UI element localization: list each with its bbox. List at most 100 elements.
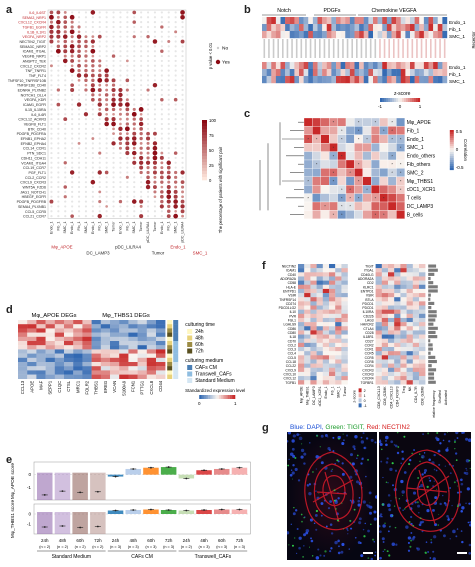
- dot-bg: [140, 25, 143, 29]
- heat-cell-right: [419, 334, 426, 339]
- x-n: (n = 3): [234, 545, 246, 549]
- pair-label: ANGPT2_TEK: [23, 59, 47, 63]
- heat-cell-left: [335, 367, 342, 373]
- cell-dot: [340, 550, 344, 554]
- dot-sig: [70, 58, 75, 63]
- row-label-bottom: Fib_1: [449, 72, 461, 78]
- scale-seg: [229, 395, 232, 399]
- freq-bar: [428, 264, 437, 268]
- freq-bar: [428, 293, 431, 297]
- data-point: [150, 508, 152, 511]
- cell-dot: [400, 462, 403, 465]
- zscore-seg: [380, 98, 383, 102]
- dot-bg: [77, 132, 81, 135]
- dot-sig: [63, 15, 68, 20]
- signif-mark: *: [400, 179, 402, 184]
- heat-cell: [377, 17, 383, 25]
- dapi-label: Blue: DAPI,: [290, 424, 324, 431]
- bar: [72, 472, 88, 500]
- colorbar-tick: -0.5: [456, 165, 464, 170]
- cell-dot: [291, 439, 295, 443]
- cell-dot: [369, 505, 373, 509]
- heat-cell-right: [381, 276, 389, 281]
- dot-bg: [50, 103, 53, 106]
- heat-cell: [405, 76, 411, 84]
- x-label: Endo_1: [70, 222, 74, 234]
- cell-dot: [367, 557, 370, 559]
- heat-cell: [73, 357, 83, 363]
- receptor-label: CCR5: [365, 356, 374, 360]
- colorbar-seg: [202, 168, 207, 172]
- dot-sig: [118, 132, 122, 136]
- dot-bg: [119, 64, 122, 67]
- legend-no: No: [222, 46, 228, 52]
- dot-bg: [167, 21, 170, 24]
- freq-bar: [428, 301, 435, 305]
- dot-bg: [112, 25, 115, 29]
- cell-dot: [292, 434, 296, 438]
- heat-cell-right: [406, 280, 413, 285]
- heat-cell-left: [310, 363, 317, 368]
- dot-sig: [62, 34, 68, 39]
- dot-bg: [119, 16, 122, 19]
- corr-cell: [329, 134, 338, 144]
- heat-cell-left: [341, 322, 348, 327]
- dot-sig: [146, 141, 150, 145]
- dot-bg: [77, 215, 81, 218]
- heat-cell: [54, 320, 65, 325]
- bar: [196, 510, 212, 514]
- signif-mark: *: [391, 162, 393, 167]
- heat-cell: [45, 341, 55, 346]
- dot-bg: [77, 151, 81, 155]
- heat-cell: [91, 357, 101, 363]
- dot-bg: [98, 50, 101, 53]
- cell-dot: [300, 448, 305, 453]
- heat-cell-left: [304, 359, 311, 364]
- dot-bg: [146, 64, 150, 67]
- dot-bg: [112, 11, 115, 14]
- data-point: [61, 490, 64, 493]
- corr-cell: [396, 193, 405, 203]
- cell-dot: [348, 548, 350, 550]
- signif-mark: *: [358, 179, 360, 184]
- heat-cell: [119, 336, 129, 342]
- dot-sig: [152, 160, 158, 165]
- colorbar-seg: [449, 154, 454, 157]
- cell-dot: [308, 491, 312, 496]
- dot-bg: [71, 122, 74, 126]
- heat-cell: [82, 320, 92, 325]
- heat-cell-right: [419, 284, 426, 290]
- cell-dot: [461, 506, 465, 510]
- dot-bg: [64, 113, 67, 116]
- heat-cell-right: [400, 376, 407, 381]
- pair-label: CCL14_CCR1: [23, 147, 46, 151]
- heat-cell-right: [394, 309, 401, 314]
- heat-cell-right: [400, 284, 407, 290]
- heat-cell-right: [412, 288, 420, 294]
- row-label: B_cells: [407, 212, 424, 218]
- heat-cell: [27, 341, 37, 346]
- corr-cell: [362, 210, 372, 219]
- y-label: Mφ_THBS1 score: [10, 500, 16, 539]
- colorbar-seg: [449, 146, 454, 149]
- dot-bg: [126, 50, 129, 53]
- cell-dot: [408, 463, 411, 466]
- colorbar-label: The percentage of patients with signific…: [218, 146, 223, 233]
- cell-dot: [433, 535, 437, 539]
- cell-dot: [391, 542, 396, 547]
- heat-cell: [100, 366, 111, 371]
- cell-dot: [390, 500, 392, 502]
- dot-bg: [146, 50, 150, 53]
- ligand-label: CXCL10: [284, 372, 297, 376]
- heat-cell: [27, 345, 37, 350]
- corr-cell: [379, 159, 389, 169]
- dot-sig: [167, 40, 171, 44]
- dot-bg: [64, 151, 67, 155]
- signif-mark: *: [400, 145, 402, 150]
- heat-cell: [308, 31, 314, 39]
- heat-cell: [285, 17, 290, 25]
- freq-bar: [428, 339, 431, 343]
- dot-sig: [132, 35, 136, 39]
- heat-cell-left: [310, 342, 317, 348]
- dot-sig: [125, 59, 129, 63]
